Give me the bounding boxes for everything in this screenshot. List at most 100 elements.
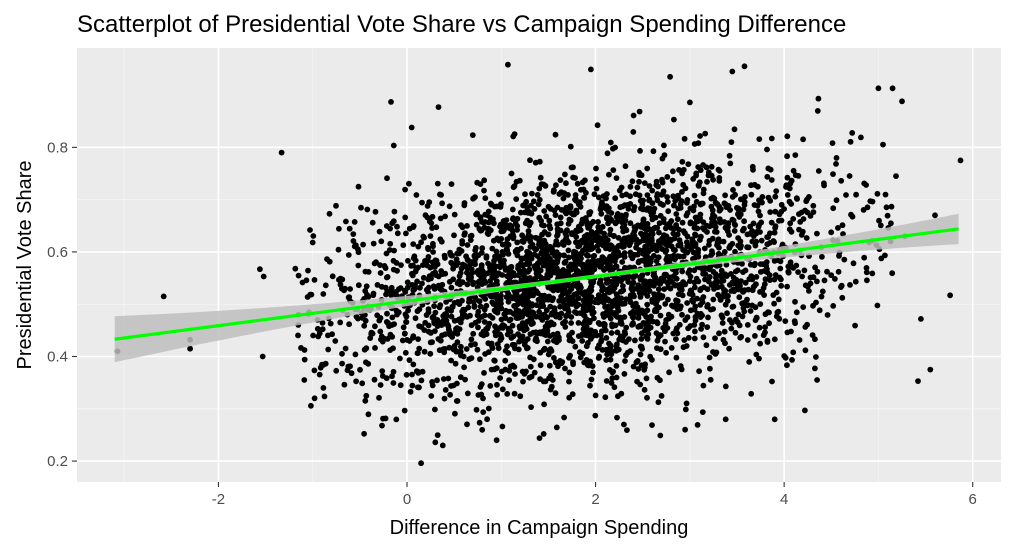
data-point xyxy=(644,225,651,232)
data-point xyxy=(545,293,552,300)
data-point xyxy=(915,378,921,384)
data-point xyxy=(628,285,635,292)
data-point xyxy=(672,247,678,254)
data-point xyxy=(470,330,477,337)
data-point xyxy=(773,313,780,320)
data-point xyxy=(676,167,682,173)
data-point xyxy=(592,237,599,244)
data-point xyxy=(609,375,616,382)
data-point xyxy=(363,392,370,399)
data-point xyxy=(526,250,533,256)
data-point xyxy=(663,317,670,323)
data-point xyxy=(437,215,444,222)
data-point xyxy=(882,191,889,198)
data-point xyxy=(451,329,458,336)
data-point xyxy=(517,393,524,400)
data-point xyxy=(563,210,570,217)
data-point xyxy=(520,378,526,385)
data-point xyxy=(410,241,417,248)
data-point xyxy=(627,193,633,200)
data-point xyxy=(888,220,894,227)
data-point xyxy=(595,194,602,201)
data-point xyxy=(474,179,481,186)
data-point xyxy=(614,293,621,300)
data-point xyxy=(427,264,434,271)
data-point xyxy=(838,177,845,184)
data-point xyxy=(666,369,672,376)
data-point xyxy=(839,222,846,229)
data-point xyxy=(777,265,784,272)
data-point xyxy=(636,178,642,185)
data-point xyxy=(833,161,839,167)
data-point xyxy=(439,332,445,339)
data-point xyxy=(636,290,643,296)
y-tick-label: 0.8 xyxy=(47,139,68,156)
data-point xyxy=(581,195,588,201)
data-point xyxy=(441,349,448,356)
data-point xyxy=(635,222,642,229)
data-point xyxy=(612,195,619,202)
data-point xyxy=(623,296,630,303)
data-point xyxy=(531,369,538,376)
data-point xyxy=(818,293,825,300)
data-point xyxy=(620,228,627,235)
data-point xyxy=(771,258,778,264)
data-point xyxy=(311,395,318,402)
data-point xyxy=(384,175,390,182)
data-point xyxy=(626,336,632,342)
data-point xyxy=(365,411,372,418)
data-point xyxy=(800,304,807,310)
data-point xyxy=(681,337,688,343)
data-point xyxy=(470,195,476,202)
data-point xyxy=(637,381,644,388)
data-point xyxy=(513,196,520,203)
data-point xyxy=(807,280,814,287)
y-axis-ticks: 0.2 0.4 0.6 0.8 xyxy=(47,139,77,470)
data-point xyxy=(393,260,400,266)
data-point xyxy=(782,318,789,324)
data-point xyxy=(878,255,885,262)
data-point xyxy=(596,342,602,349)
data-point xyxy=(745,244,752,251)
data-point xyxy=(578,186,584,193)
data-point xyxy=(474,346,481,353)
data-point xyxy=(598,210,605,217)
data-point xyxy=(624,427,630,433)
data-point xyxy=(409,272,416,279)
data-point xyxy=(656,304,662,311)
data-point xyxy=(641,386,648,393)
data-point xyxy=(475,318,482,324)
data-point xyxy=(573,239,579,246)
data-point xyxy=(735,180,741,187)
data-point xyxy=(418,239,424,246)
data-point xyxy=(389,333,396,340)
data-point xyxy=(595,219,601,225)
data-point xyxy=(491,366,498,373)
data-point xyxy=(615,346,622,353)
data-point xyxy=(559,359,566,365)
data-point xyxy=(700,382,707,389)
data-point xyxy=(511,183,518,190)
data-point xyxy=(401,407,408,414)
x-tick-label: 0 xyxy=(403,491,411,508)
data-point xyxy=(824,268,830,275)
data-point xyxy=(715,240,721,247)
data-point xyxy=(860,207,867,213)
data-point xyxy=(712,228,718,235)
data-point xyxy=(526,266,533,273)
data-point xyxy=(637,276,644,283)
data-point xyxy=(764,234,770,241)
data-point xyxy=(468,336,475,343)
data-point xyxy=(442,387,449,393)
data-point xyxy=(451,211,458,218)
data-point xyxy=(489,345,496,351)
data-point xyxy=(678,366,685,373)
data-point xyxy=(810,202,817,209)
data-point xyxy=(861,254,868,261)
data-point xyxy=(719,320,726,326)
data-point xyxy=(687,278,693,284)
data-point xyxy=(429,225,435,232)
data-point xyxy=(409,282,416,288)
data-point xyxy=(314,325,321,332)
data-point xyxy=(651,308,658,315)
